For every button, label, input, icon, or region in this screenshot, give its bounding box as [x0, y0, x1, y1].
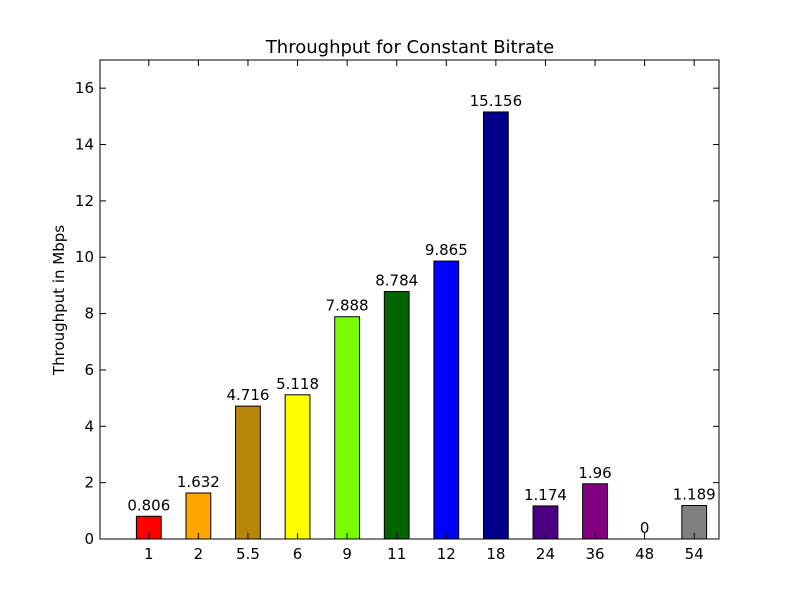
bar-12 [433, 260, 460, 540]
value-label-24: 1.174 [524, 486, 567, 504]
value-label-54: 1.189 [673, 485, 716, 503]
x-tick-label-24: 24 [536, 545, 555, 563]
bar-6 [284, 394, 311, 540]
y-axis-label: Throughput in Mbps [50, 225, 68, 376]
chart-title: Throughput for Constant Bitrate [265, 37, 554, 58]
x-tick-label-12: 12 [437, 545, 456, 563]
y-tick-label-12: 12 [75, 192, 94, 210]
bar-11 [383, 290, 410, 540]
y-tick-label-2: 2 [84, 474, 94, 492]
value-label-11: 8.784 [375, 271, 418, 289]
bar-2 [185, 492, 212, 540]
bar-9 [334, 316, 361, 540]
x-tick-label-5.5: 5.5 [236, 545, 260, 563]
bars-group [135, 111, 708, 540]
y-tick-label-0: 0 [84, 530, 94, 548]
bar-5.5 [235, 405, 261, 540]
x-tick-label-6: 6 [293, 545, 303, 563]
x-tick-label-48: 48 [635, 545, 654, 563]
bar-18 [482, 111, 509, 540]
value-label-6: 5.118 [276, 375, 319, 393]
value-label-5.5: 4.716 [226, 386, 269, 404]
y-tick-label-8: 8 [84, 305, 94, 323]
value-label-9: 7.888 [326, 297, 369, 315]
y-tick-label-16: 16 [75, 79, 94, 97]
x-tick-label-1: 1 [144, 545, 154, 563]
y-tick-label-14: 14 [75, 136, 94, 154]
value-labels-group: 0.806 1.632 4.716 5.118 7.888 8.784 9.865 15.15… [127, 92, 715, 537]
x-tick-label-18: 18 [486, 545, 505, 563]
bar-36 [582, 483, 608, 540]
x-tick-label-11: 11 [387, 545, 406, 563]
y-tick-label-10: 10 [75, 248, 94, 266]
value-label-18: 15.156 [470, 92, 523, 110]
x-tick-label-9: 9 [342, 545, 352, 563]
value-label-2: 1.632 [177, 473, 220, 491]
value-label-1: 0.806 [127, 496, 170, 514]
plot-frame [99, 59, 720, 540]
x-tick-label-2: 2 [194, 545, 204, 563]
y-tick-label-4: 4 [84, 417, 94, 435]
x-tick-label-54: 54 [685, 545, 704, 563]
value-label-12: 9.865 [425, 241, 468, 259]
y-tick-label-6: 6 [84, 361, 94, 379]
value-label-36: 1.96 [578, 464, 611, 482]
x-tick-label-36: 36 [585, 545, 604, 563]
value-label-48: 0 [640, 519, 650, 537]
